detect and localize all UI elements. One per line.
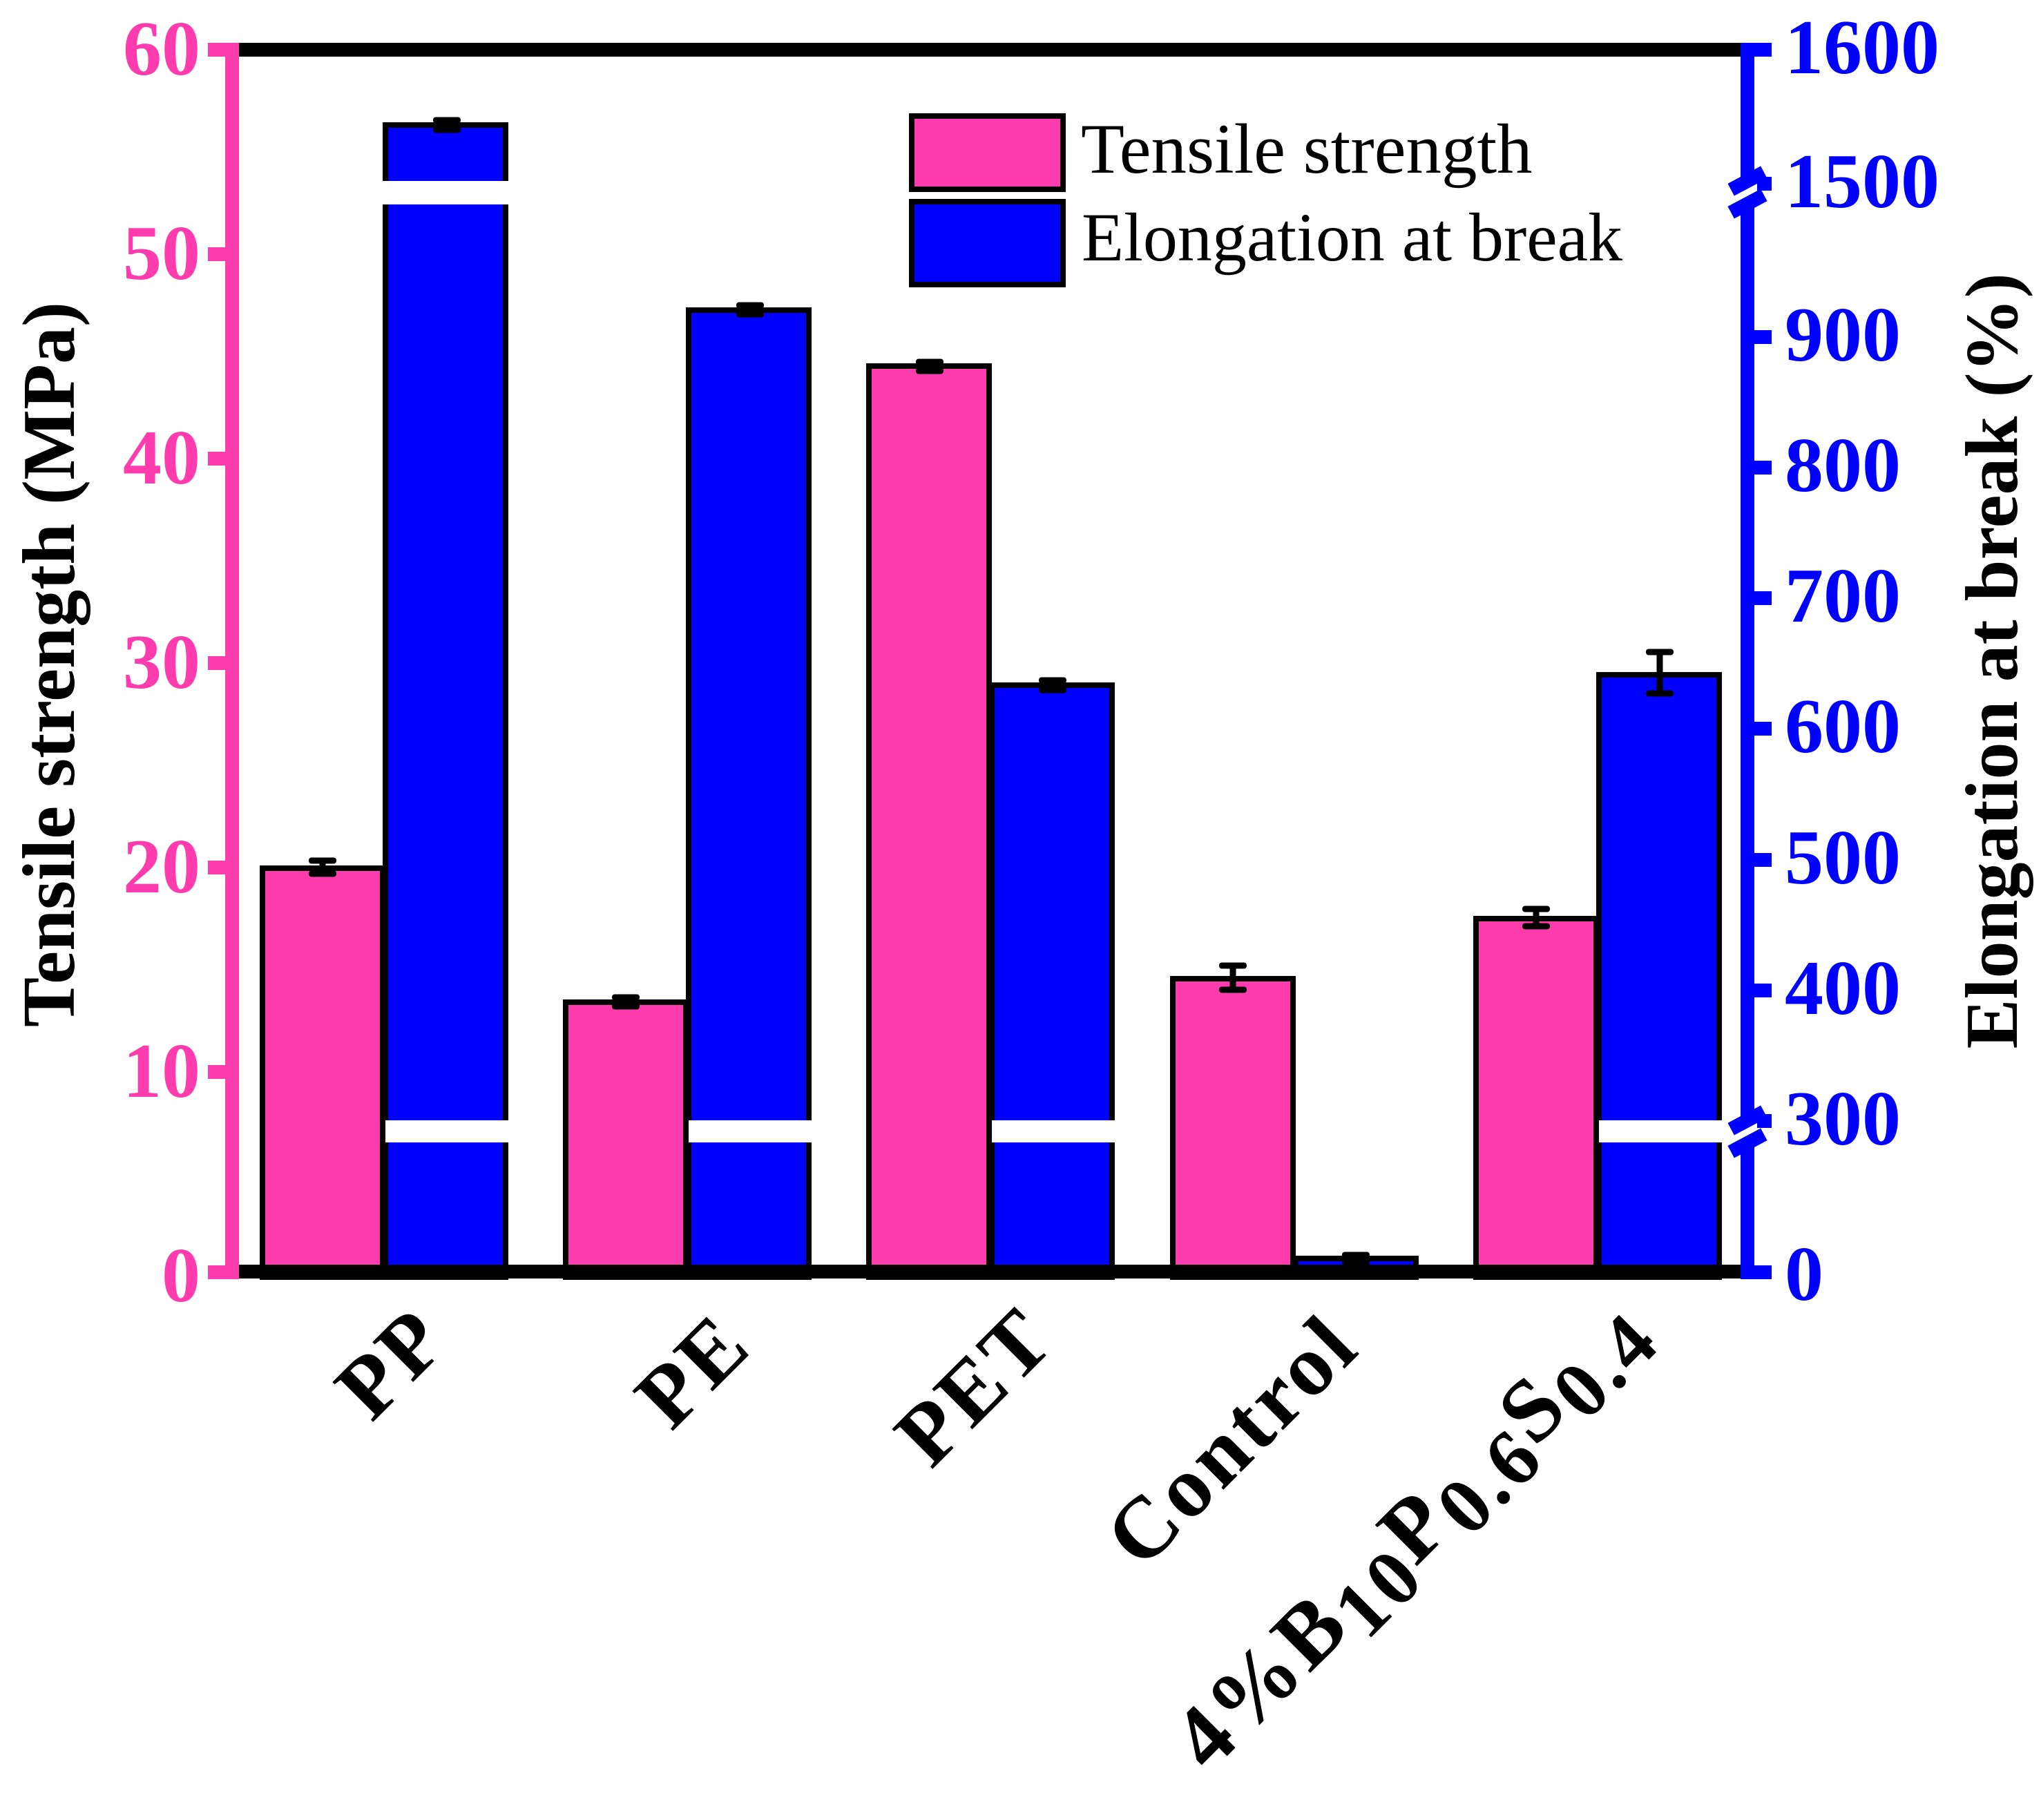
svg-text:800: 800 bbox=[1785, 423, 1901, 508]
svg-text:900: 900 bbox=[1785, 292, 1901, 378]
svg-text:10: 10 bbox=[123, 1028, 200, 1114]
svg-text:1600: 1600 bbox=[1785, 5, 1939, 90]
svg-text:Elongation at break: Elongation at break bbox=[1082, 199, 1622, 276]
svg-text:Elongation at break (%): Elongation at break (%) bbox=[1951, 273, 2033, 1048]
svg-text:50: 50 bbox=[123, 211, 200, 296]
svg-text:1500: 1500 bbox=[1785, 139, 1939, 224]
svg-text:40: 40 bbox=[123, 415, 200, 501]
svg-text:700: 700 bbox=[1785, 553, 1901, 639]
svg-text:Tensile strength (MPa): Tensile strength (MPa) bbox=[8, 302, 90, 1027]
svg-text:60: 60 bbox=[123, 6, 200, 92]
svg-text:600: 600 bbox=[1785, 684, 1901, 769]
svg-text:Tensile strength: Tensile strength bbox=[1081, 110, 1533, 189]
svg-text:400: 400 bbox=[1785, 946, 1901, 1031]
svg-text:0: 0 bbox=[1785, 1232, 1823, 1317]
svg-text:30: 30 bbox=[123, 620, 200, 705]
svg-text:500: 500 bbox=[1785, 815, 1901, 901]
svg-text:20: 20 bbox=[123, 824, 200, 910]
svg-text:0: 0 bbox=[162, 1233, 200, 1319]
svg-text:300: 300 bbox=[1785, 1076, 1901, 1162]
